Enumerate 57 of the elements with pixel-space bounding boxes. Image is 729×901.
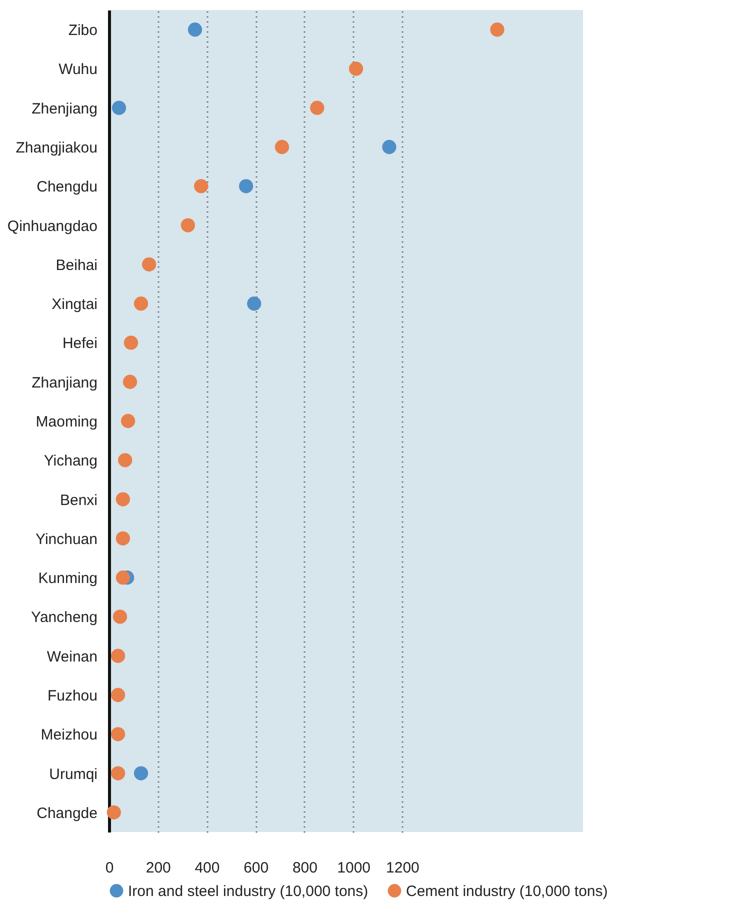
point xyxy=(112,610,128,624)
y-tick-label: Zibo xyxy=(68,22,98,40)
y-tick-label: Yancheng xyxy=(31,609,98,626)
x-tick-label: 600 xyxy=(244,860,269,876)
point xyxy=(239,179,254,194)
y-tick-label: Chengdu xyxy=(36,178,98,196)
y-tick-label: Zhanjiang xyxy=(32,374,98,392)
point xyxy=(490,22,504,37)
point xyxy=(116,531,130,546)
point xyxy=(124,336,138,350)
y-tick-label: Yichang xyxy=(44,452,98,470)
point xyxy=(116,570,130,585)
point xyxy=(348,62,364,76)
y-tick-label: Qinhuangdao xyxy=(7,218,98,235)
point xyxy=(180,218,195,232)
legend-label: Iron and steel industry (10,000 tons) xyxy=(128,882,368,900)
y-tick-label: Beihai xyxy=(56,256,98,274)
point xyxy=(118,453,132,468)
point xyxy=(274,140,290,154)
point xyxy=(142,257,156,272)
point xyxy=(116,492,130,506)
y-tick-label: Benxi xyxy=(60,492,98,509)
legend-label: Cement industry (10,000 tons) xyxy=(406,882,608,900)
y-tick-label: Wuhu xyxy=(58,61,98,78)
x-tick-label: 800 xyxy=(292,860,318,876)
point xyxy=(110,688,126,702)
y-tick-label: Xingtai xyxy=(52,296,98,314)
x-tick-label: 1000 xyxy=(337,860,371,876)
x-tick-label: 400 xyxy=(194,860,220,876)
point xyxy=(194,179,208,194)
point xyxy=(122,374,138,389)
point xyxy=(188,22,202,37)
point xyxy=(112,100,126,115)
x-tick-label: 0 xyxy=(105,860,114,876)
x-tick-label: 1200 xyxy=(386,860,420,876)
point xyxy=(247,296,262,311)
point xyxy=(382,140,396,154)
point xyxy=(106,805,121,820)
point xyxy=(110,648,126,663)
point xyxy=(310,100,324,115)
y-tick-label: Maoming xyxy=(36,414,98,430)
y-tick-label: Urumqi xyxy=(49,766,98,783)
y-tick-label: Kunming xyxy=(38,570,98,588)
point xyxy=(134,766,148,780)
point xyxy=(110,727,126,742)
point xyxy=(120,414,136,428)
y-tick-label: Hefei xyxy=(62,335,98,352)
point xyxy=(134,296,148,311)
y-tick-label: Weinan xyxy=(46,648,98,666)
y-tick-label: Changde xyxy=(36,804,98,822)
point xyxy=(110,766,126,780)
y-tick-label: Meizhou xyxy=(40,726,98,744)
y-tick-label: Fuzhou xyxy=(47,688,98,704)
x-tick-label: 200 xyxy=(146,860,171,876)
y-tick-label: Zhenjiang xyxy=(32,100,98,118)
y-tick-label: Zhangjiakou xyxy=(16,140,98,156)
y-tick-label: Yinchuan xyxy=(36,530,98,548)
